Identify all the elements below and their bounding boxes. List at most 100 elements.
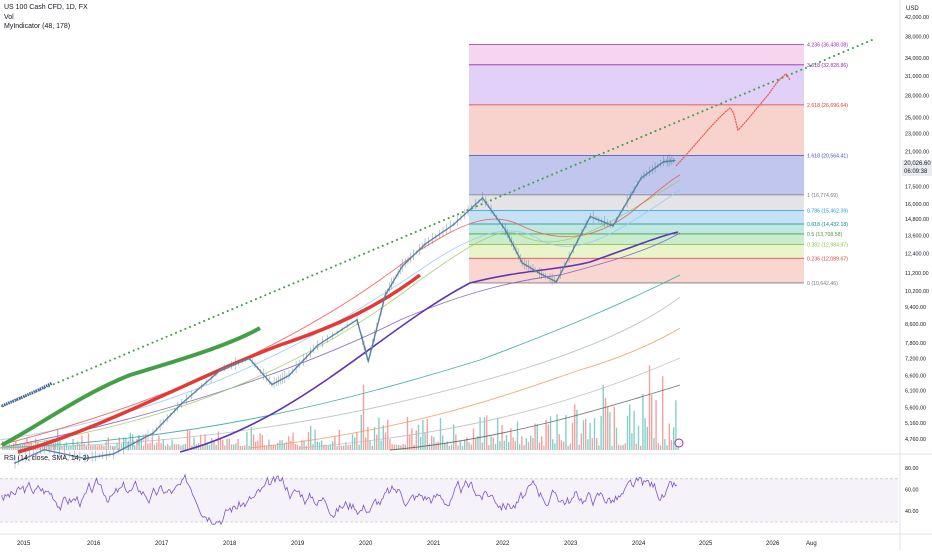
price-tick-label: 5,160.00 xyxy=(905,421,926,427)
volume-bar xyxy=(112,445,114,450)
volume-bar xyxy=(158,435,160,450)
price-point xyxy=(180,403,183,405)
volume-bar xyxy=(589,423,591,450)
volume-bar xyxy=(450,444,453,450)
price-tick-label: 8,600.00 xyxy=(905,322,926,328)
price-tick-label: 13,600.00 xyxy=(905,233,929,239)
volume-bar xyxy=(585,418,587,450)
projected-path xyxy=(675,73,791,167)
volume-bar xyxy=(30,441,32,450)
volume-bar xyxy=(576,409,578,450)
volume-bar xyxy=(376,434,378,450)
volume-bar xyxy=(114,445,116,450)
price-point xyxy=(367,360,370,363)
indicator-legend[interactable]: MyIndicator (48, 178) xyxy=(4,23,71,30)
volume-bar xyxy=(620,445,622,450)
price-point xyxy=(112,453,115,455)
price-point xyxy=(152,432,154,435)
volume-bar xyxy=(464,439,466,450)
volume-bar xyxy=(646,426,648,450)
volume-bar xyxy=(483,417,486,450)
moving-average-line xyxy=(0,232,681,449)
time-tick-label: 2019 xyxy=(291,541,305,547)
volume-bar xyxy=(545,419,547,450)
volume-bar xyxy=(162,438,164,450)
volume-bar xyxy=(160,443,162,450)
fib-level-label: 2.618 (26,696.64) xyxy=(807,103,848,109)
volume-bar xyxy=(272,445,274,450)
volume-bar xyxy=(83,443,85,450)
volume-bar xyxy=(446,441,448,450)
volume-bar xyxy=(378,417,380,450)
price-point xyxy=(424,243,426,246)
volume-bar xyxy=(602,384,604,450)
volume-bar xyxy=(547,424,549,450)
chart-legend: US 100 Cash CFD, 1D, FX Vol MyIndicator … xyxy=(4,3,88,32)
volume-bar xyxy=(182,444,184,450)
volume-bar xyxy=(147,443,149,450)
volume-bar xyxy=(428,443,431,450)
volume-bar xyxy=(259,433,261,450)
time-tick-label: Aug xyxy=(806,541,817,547)
volume-bar xyxy=(175,444,178,450)
volume-bar xyxy=(360,414,362,450)
volume-bar xyxy=(354,437,356,450)
volume-bar xyxy=(257,440,259,450)
moving-average-line xyxy=(0,296,681,449)
volume-bar xyxy=(505,435,508,450)
volume-bar xyxy=(90,445,92,450)
volume-bar xyxy=(499,441,501,450)
rsi-panel: 80.00 60.00 40.00 xyxy=(0,466,919,526)
fib-zone xyxy=(469,104,804,156)
volume-bar xyxy=(340,445,343,450)
price-tick-label: 25,000.00 xyxy=(905,116,929,122)
volume-bar xyxy=(444,443,446,450)
volume-bar xyxy=(512,437,514,450)
volume-bar xyxy=(373,427,376,450)
volume-bar xyxy=(246,431,248,450)
volume-bar xyxy=(624,443,626,450)
price-point xyxy=(288,374,290,377)
volume-bar xyxy=(600,416,602,450)
fib-zone xyxy=(469,210,804,224)
volume-bar xyxy=(525,438,527,450)
volume-bar xyxy=(631,433,633,450)
moving-average-line xyxy=(299,357,681,449)
volume-bar xyxy=(54,442,57,450)
price-point xyxy=(589,215,592,218)
volume-bar xyxy=(332,441,334,450)
volume-bar xyxy=(178,444,180,450)
price-point xyxy=(384,294,387,296)
price-tick-label: 34,000.00 xyxy=(905,56,929,62)
volume-bar xyxy=(358,444,360,450)
volume-bar xyxy=(329,444,332,450)
volume-bar xyxy=(96,445,98,450)
volume-bar xyxy=(336,446,338,450)
price-tick-label: 6,600.00 xyxy=(905,373,926,379)
fib-level-label: 1 (16,774.69) xyxy=(807,193,838,199)
volume-bar xyxy=(574,404,576,450)
price-axis: USD 42,000.00 38,000.00 34,000.00 31,000.00 2… xyxy=(905,6,929,443)
volume-bar xyxy=(384,432,387,450)
volume-bar xyxy=(470,444,472,450)
volume-bar xyxy=(189,431,191,450)
symbol-title[interactable]: US 100 Cash CFD, 1D, FX xyxy=(4,4,88,11)
volume-bar xyxy=(668,423,670,450)
price-tick-label: 17,500.00 xyxy=(905,185,929,191)
volume-bar xyxy=(558,434,560,450)
volume-bar xyxy=(510,428,512,450)
volume-bar xyxy=(565,415,567,450)
volume-legend[interactable]: Vol xyxy=(4,13,14,21)
rsi-legend[interactable]: RSI (14, close, SMA, 14, 2) xyxy=(4,455,89,462)
price-tick-label: 9,400.00 xyxy=(905,305,926,311)
fib-zone xyxy=(469,223,804,234)
volume-bar xyxy=(607,406,609,450)
volume-bar xyxy=(70,445,72,450)
price-tick-label: 10,200.00 xyxy=(905,289,929,295)
fib-level-label: 0.382 (12,984.97) xyxy=(807,242,848,248)
volume-bar xyxy=(301,440,303,450)
volume-bar xyxy=(48,442,50,450)
volume-bar xyxy=(461,446,464,450)
